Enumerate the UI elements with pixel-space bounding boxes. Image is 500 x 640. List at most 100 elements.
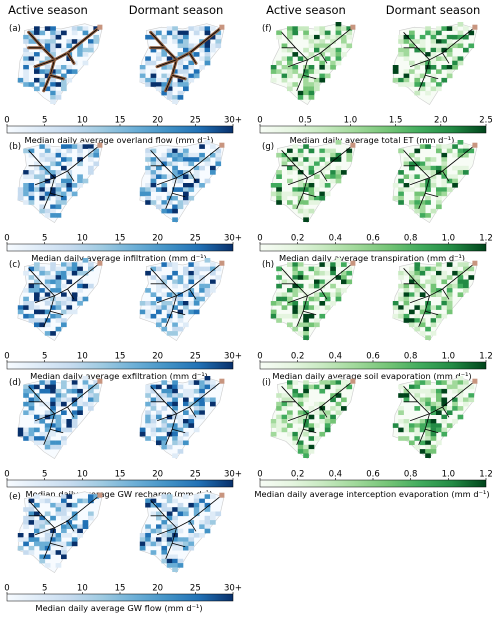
grid-cell (23, 296, 29, 302)
grid-cell (403, 77, 410, 83)
grid-cell (50, 388, 56, 394)
grid-cell (66, 262, 73, 267)
grid-cell (425, 65, 431, 70)
grid-cell (452, 397, 458, 403)
grid-cell (166, 30, 173, 36)
grid-cell (446, 309, 453, 315)
grid-cell (50, 90, 56, 96)
grid-cell (441, 301, 448, 306)
grid-cell (303, 431, 309, 437)
grid-cell (66, 77, 73, 83)
grid-cell (34, 318, 40, 323)
grid-cell (145, 301, 151, 306)
grid-cell (446, 288, 453, 293)
grid-cell (77, 266, 83, 272)
grid-cell (199, 414, 205, 420)
grid-cell (297, 195, 304, 201)
grid-cell (341, 26, 347, 31)
grid-cell (156, 195, 162, 201)
grid-cell (66, 388, 73, 394)
grid-cell (177, 200, 184, 205)
grid-cell (419, 183, 426, 188)
map-active (17, 141, 103, 224)
grid-cell (55, 34, 62, 40)
grid-cell (183, 423, 189, 428)
grid-cell (28, 515, 35, 521)
grid-cell (183, 419, 189, 424)
grid-cell (193, 507, 200, 512)
axis-label: Median daily average total ET (mm d⁻¹) (290, 135, 455, 145)
grid-cell (392, 69, 399, 74)
grid-cell (50, 275, 56, 280)
grid-cell (419, 165, 426, 171)
grid-cell (172, 322, 178, 328)
grid-cell (446, 43, 453, 49)
grid-cell (199, 283, 205, 289)
map-dormant (139, 140, 225, 224)
grid-cell (430, 431, 437, 437)
grid-cell (414, 397, 421, 403)
grid-cell (419, 161, 426, 167)
grid-cell (193, 511, 200, 517)
grid-cell (71, 270, 78, 276)
grid-cell (150, 30, 157, 36)
grid-cell (17, 545, 24, 551)
grid-cell (50, 313, 56, 319)
grid-cell (183, 388, 189, 394)
grid-cell (39, 414, 46, 420)
grid-cell (324, 174, 331, 179)
grid-cell (297, 170, 304, 175)
grid-cell (308, 39, 315, 44)
grid-cell (441, 191, 448, 197)
grid-cell (414, 423, 421, 428)
grid-cell (199, 296, 205, 302)
grid-cell (457, 414, 464, 420)
grid-cell (419, 178, 426, 184)
grid-cell (145, 270, 151, 276)
grid-cell (28, 288, 35, 293)
grid-cell (177, 34, 184, 40)
grid-cell (414, 288, 421, 293)
grid-cell (177, 301, 184, 306)
grid-cell (161, 494, 168, 499)
grid-cell (172, 515, 178, 521)
grid-cell (199, 152, 205, 158)
tick-label: 0 (257, 470, 262, 480)
grid-cell (161, 507, 168, 512)
grid-cell (44, 152, 51, 158)
grid-cell (193, 26, 200, 31)
grid-cell (156, 305, 162, 310)
grid-cell (39, 322, 46, 328)
grid-cell (183, 266, 189, 272)
grid-cell (457, 170, 464, 175)
grid-cell (199, 144, 205, 149)
grid-cell (44, 178, 51, 184)
grid-cell (188, 520, 195, 525)
river-line (34, 527, 55, 536)
grid-cell (276, 30, 282, 36)
panel-label: (c) (9, 260, 20, 270)
grid-cell (166, 152, 173, 158)
grid-cell (324, 305, 331, 310)
grid-cell (324, 262, 331, 267)
grid-cell (281, 296, 288, 302)
grid-cell (314, 322, 320, 328)
map-active (270, 140, 356, 224)
grid-cell (66, 144, 73, 149)
grid-cell (292, 187, 299, 192)
grid-cell (156, 322, 162, 328)
grid-cell (166, 161, 173, 167)
grid-cell (287, 191, 293, 197)
panel-label: (e) (9, 492, 21, 502)
grid-cell (39, 174, 46, 179)
grid-cell (204, 376, 211, 381)
grid-cell (34, 69, 40, 74)
grid-cell (308, 322, 315, 328)
grid-cell (430, 77, 437, 83)
grid-cell (93, 152, 100, 158)
grid-cell (303, 208, 309, 214)
grid-cell (50, 208, 56, 214)
grid-cell (55, 401, 62, 407)
grid-cell (44, 288, 51, 293)
grid-cell (297, 427, 304, 433)
